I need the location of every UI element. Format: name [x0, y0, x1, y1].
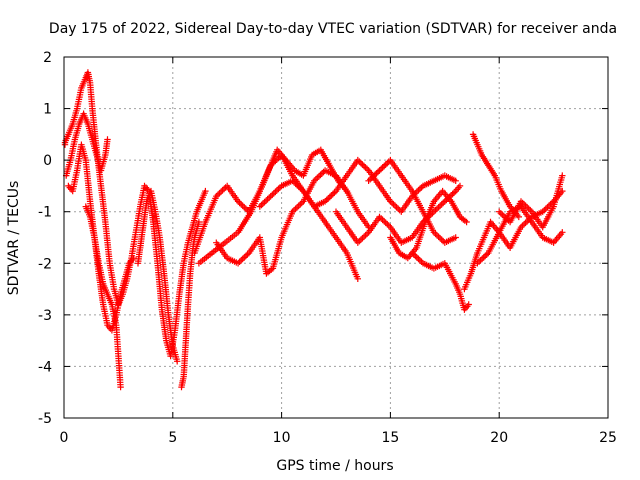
series-satellite-arc-14 [409, 249, 472, 313]
y-tick-label: 2 [43, 50, 52, 66]
series-satellite-arc-5 [134, 187, 181, 365]
chart-title: Day 175 of 2022, Sidereal Day-to-day VTE… [49, 21, 617, 37]
data-point-markers [134, 187, 181, 365]
data-point-markers [63, 110, 111, 179]
series-satellite-arc-10 [256, 156, 459, 215]
series-satellite-arc-18 [496, 172, 566, 231]
series-satellite-arc-4 [82, 203, 124, 391]
data-point-markers [178, 218, 203, 391]
x-tick-labels: 0 5 10 15 20 25 [60, 430, 617, 446]
series-satellite-arc-17 [474, 203, 566, 267]
data-point-markers [82, 203, 124, 391]
y-axis-label: SDTVAR / TECUs [6, 181, 22, 296]
data-point-markers [213, 167, 372, 277]
data-point-markers [195, 146, 351, 267]
y-tick-label: 1 [43, 102, 52, 118]
y-tick-label: -2 [38, 256, 52, 272]
x-tick-label: 25 [599, 430, 617, 446]
y-tick-label: -4 [38, 359, 52, 375]
series-satellite-arc-13 [387, 187, 470, 262]
y-tick-label: 0 [43, 153, 52, 169]
data-point-markers [496, 172, 566, 231]
data-point-markers [256, 156, 459, 215]
data-point-markers [387, 187, 470, 262]
data-point-markers [469, 131, 522, 221]
y-tick-label: -3 [38, 308, 52, 324]
series-satellite-arc-9 [213, 167, 372, 277]
series-satellite-arc-6 [178, 218, 203, 391]
series-satellite-arc-8 [195, 146, 351, 267]
plot-frame [63, 56, 609, 419]
data-point-markers [332, 182, 464, 246]
x-tick-label: 15 [381, 430, 399, 446]
x-tick-label: 20 [490, 430, 508, 446]
data-point-markers [409, 249, 472, 313]
axis-ticks [63, 56, 609, 419]
data-marks [61, 69, 566, 391]
data-point-markers [474, 203, 566, 267]
series-satellite-arc-2 [63, 110, 111, 179]
x-tick-label: 0 [60, 430, 69, 446]
series-satellite-arc-11 [332, 182, 464, 246]
series-satellite-arc-16 [469, 131, 522, 221]
y-tick-label: -1 [38, 205, 52, 221]
x-tick-label: 10 [273, 430, 291, 446]
y-tick-labels: -5 -4 -3 -2 -1 0 1 2 [38, 50, 52, 427]
x-tick-label: 5 [168, 430, 177, 446]
y-tick-label: -5 [38, 411, 52, 427]
x-axis-label: GPS time / hours [276, 458, 393, 474]
